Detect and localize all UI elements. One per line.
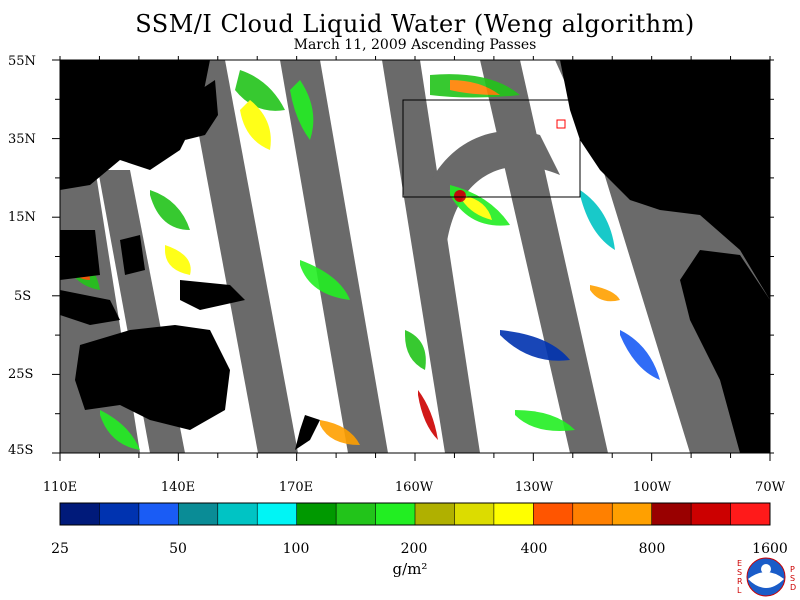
colorbar-swatch (651, 503, 692, 525)
axis-ticks (52, 56, 774, 461)
lon-label: 70W (755, 480, 785, 495)
colorbar-swatch (493, 503, 534, 525)
japan-land (185, 80, 218, 140)
south-america-land (680, 250, 770, 453)
new-guinea-land (180, 280, 245, 310)
swath-gap-arc (414, 130, 560, 260)
indochina-land (60, 230, 100, 280)
region-box (402, 99, 581, 198)
colorbar-tick-label: 800 (638, 541, 666, 557)
colorbar-swatch (217, 503, 258, 525)
lat-label: 35N (8, 132, 36, 147)
land-masses (60, 60, 770, 453)
map-title: SSM/I Cloud Liquid Water (Weng algorithm… (135, 10, 695, 38)
colorbar-swatch (454, 503, 495, 525)
colorbar-swatch (415, 503, 455, 525)
colorbar-tick-label: 1600 (752, 541, 788, 557)
colorbar-swatch (257, 503, 298, 525)
map-subtitle: March 11, 2009 Ascending Passes (293, 37, 537, 53)
lat-label: 25S (8, 367, 34, 382)
colorbar-swatch (178, 503, 219, 525)
colorbar-tick-label: 200 (400, 541, 428, 557)
colorbar-tick-label: 25 (51, 541, 69, 557)
lon-label: 160W (394, 480, 434, 495)
cloud-patches (65, 70, 660, 450)
colorbar-tick-label: 50 (169, 541, 187, 557)
noaa-emblem-icon (746, 557, 786, 597)
new-zealand-land (295, 415, 320, 450)
colorbar-swatch (336, 503, 377, 525)
lon-label: 140E (160, 480, 196, 495)
lat-label: 15N (8, 210, 36, 225)
lon-label: 110E (42, 480, 78, 495)
philippines-land (120, 235, 145, 275)
asia-land (60, 60, 210, 190)
lon-label: 130W (514, 480, 554, 495)
colorbar-swatch (138, 503, 179, 525)
borneo-land (60, 290, 120, 325)
colorbar-swatch (612, 503, 653, 525)
colorbar-swatch (99, 503, 140, 525)
lon-label: 170E (278, 480, 314, 495)
colorbar-swatch (296, 503, 337, 525)
north-america-land (560, 60, 770, 300)
colorbar-swatch (375, 503, 416, 525)
colorbar-swatch (60, 503, 100, 525)
colorbar-swatch (730, 503, 771, 525)
colorbar-swatch (572, 503, 613, 525)
lon-label: 100W (632, 480, 672, 495)
lat-label: 45S (8, 443, 34, 458)
colorbar (59, 502, 771, 526)
marker-box (556, 119, 566, 129)
lat-label: 55N (8, 54, 36, 69)
swath-gap-4 (280, 60, 388, 453)
colorbar-tick-label: 400 (520, 541, 548, 557)
colorbar-swatch (691, 503, 732, 525)
australia-land (75, 325, 230, 430)
colorbar-tick-label: 100 (282, 541, 310, 557)
lat-label: 5S (14, 289, 32, 304)
swath-gap-3 (185, 60, 298, 453)
colorbar-swatch (533, 503, 574, 525)
unit-label: g/m² (392, 560, 428, 578)
